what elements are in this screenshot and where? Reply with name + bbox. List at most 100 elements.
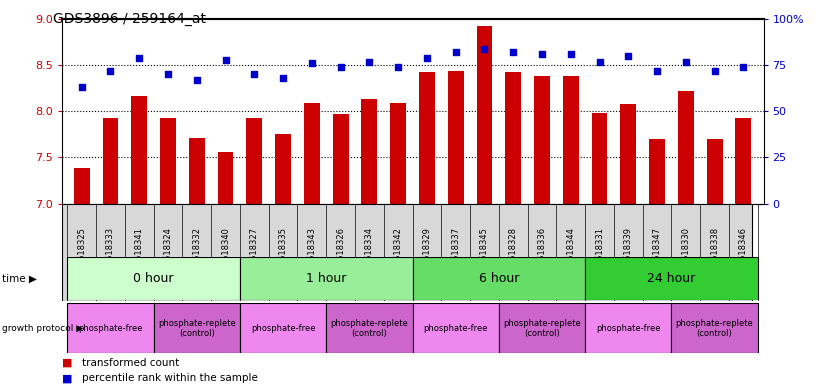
Text: 24 hour: 24 hour [647,272,695,285]
Point [363,58,376,65]
Point [708,68,721,74]
Text: GSM618346: GSM618346 [739,227,748,278]
Text: GSM618343: GSM618343 [307,227,316,278]
Point [420,55,433,61]
Bar [419,72,435,204]
Text: ■: ■ [62,358,76,368]
Text: phosphate-replete
(control): phosphate-replete (control) [503,319,581,338]
Text: phosphate-free: phosphate-free [78,324,143,333]
Bar [499,303,585,353]
Bar [218,152,233,204]
Text: 6 hour: 6 hour [479,272,519,285]
Text: transformed count: transformed count [82,358,179,368]
Bar [592,113,608,204]
Point [219,57,232,63]
Bar [672,303,758,353]
Text: GSM618333: GSM618333 [106,227,115,278]
Bar [585,257,758,300]
Text: GSM618324: GSM618324 [163,227,172,278]
Point [76,84,89,91]
Text: phosphate-replete
(control): phosphate-replete (control) [331,319,408,338]
Text: GSM618325: GSM618325 [77,227,86,278]
Text: phosphate-replete
(control): phosphate-replete (control) [158,319,236,338]
Point [478,46,491,52]
Text: GSM618340: GSM618340 [221,227,230,278]
Text: phosphate-replete
(control): phosphate-replete (control) [676,319,754,338]
Bar [534,76,550,204]
Bar [326,303,413,353]
Text: GSM618344: GSM618344 [566,227,576,278]
Bar [413,257,585,300]
Text: GSM618334: GSM618334 [365,227,374,278]
Point [535,51,548,57]
Bar [476,26,493,204]
Bar [275,134,291,204]
Bar [585,303,672,353]
Bar [390,103,406,204]
Bar [447,71,464,204]
Text: GSM618335: GSM618335 [278,227,287,278]
Point [248,71,261,78]
Bar [67,303,154,353]
Text: ■: ■ [62,373,76,383]
Point [449,49,462,55]
Point [736,64,750,70]
Bar [246,118,262,204]
Bar [67,257,240,300]
Point [564,51,577,57]
Text: time ▶: time ▶ [2,273,36,283]
Text: GSM618327: GSM618327 [250,227,259,278]
Bar [707,139,722,204]
Text: GSM618330: GSM618330 [681,227,690,278]
Text: GSM618332: GSM618332 [192,227,201,278]
Bar [413,303,499,353]
Text: GDS3896 / 259164_at: GDS3896 / 259164_at [53,12,206,25]
Text: GSM618341: GSM618341 [135,227,144,278]
Point [190,77,204,83]
Text: percentile rank within the sample: percentile rank within the sample [82,373,258,383]
Text: phosphate-free: phosphate-free [424,324,488,333]
Text: growth protocol ▶: growth protocol ▶ [2,324,83,333]
Text: GSM618336: GSM618336 [538,227,547,278]
Point [679,58,692,65]
Text: GSM618338: GSM618338 [710,227,719,278]
Point [507,49,520,55]
Point [277,75,290,81]
Text: phosphate-free: phosphate-free [251,324,315,333]
Text: GSM618342: GSM618342 [393,227,402,278]
Point [593,58,606,65]
Text: GSM618329: GSM618329 [423,227,432,278]
Bar [678,91,694,204]
Text: 0 hour: 0 hour [133,272,174,285]
Bar [621,104,636,204]
Point [334,64,347,70]
Point [104,68,117,74]
Bar [160,118,176,204]
Bar [74,169,89,204]
Bar [240,257,413,300]
Bar [154,303,240,353]
Bar [506,72,521,204]
Text: 1 hour: 1 hour [306,272,346,285]
Text: GSM618331: GSM618331 [595,227,604,278]
Bar [649,139,665,204]
Point [133,55,146,61]
Point [305,60,319,66]
Bar [103,118,118,204]
Text: phosphate-free: phosphate-free [596,324,661,333]
Bar [563,76,579,204]
Point [621,53,635,59]
Bar [333,114,349,204]
Text: GSM618337: GSM618337 [452,227,461,278]
Point [650,68,663,74]
Text: GSM618328: GSM618328 [509,227,518,278]
Text: GSM618345: GSM618345 [480,227,489,278]
Bar [304,103,319,204]
Text: GSM618339: GSM618339 [624,227,633,278]
Point [162,71,175,78]
Bar [189,138,204,204]
Point [392,64,405,70]
Bar [361,99,378,204]
Text: GSM618326: GSM618326 [336,227,345,278]
Bar [240,303,326,353]
